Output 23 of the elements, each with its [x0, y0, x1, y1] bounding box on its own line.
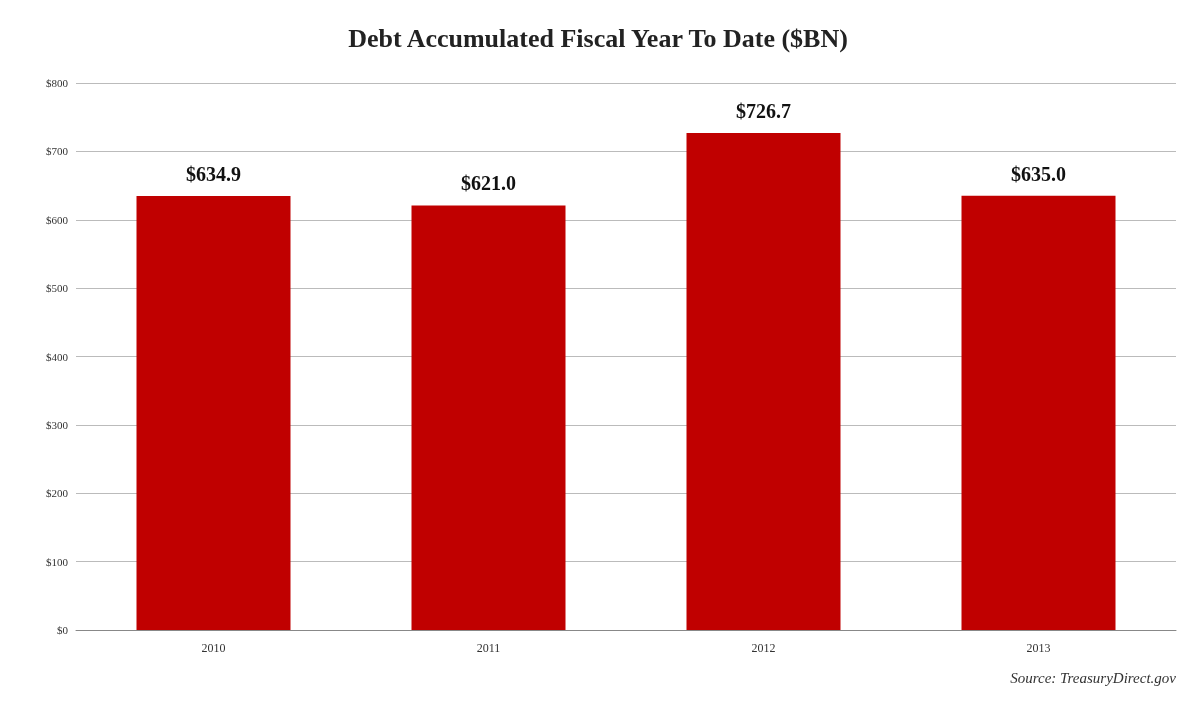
y-tick-label: $600	[46, 213, 69, 226]
data-label: $634.9	[186, 162, 241, 185]
x-tick-label: 2012	[751, 641, 776, 655]
y-tick-label: $100	[46, 555, 69, 568]
data-label: $726.7	[736, 100, 791, 123]
y-tick-label: $400	[46, 350, 69, 363]
y-tick-label: $800	[46, 77, 69, 89]
bar	[686, 133, 841, 630]
bar	[961, 195, 1116, 630]
x-tick-label: 2010	[201, 641, 226, 655]
x-tick-label: 2011	[476, 641, 501, 655]
source-note: Source: TreasuryDirect.gov	[1010, 669, 1177, 686]
data-label: $635.0	[1011, 162, 1066, 185]
y-tick-label: $0	[57, 624, 69, 636]
y-tick-label: $500	[46, 282, 69, 295]
bar	[136, 195, 291, 630]
y-tick-label: $300	[46, 418, 69, 431]
bar	[411, 205, 566, 630]
x-tick-label: 2013	[1026, 641, 1051, 655]
chart-title: Debt Accumulated Fiscal Year To Date ($BN)	[348, 23, 848, 53]
y-tick-label: $700	[46, 145, 69, 158]
data-label: $621.0	[461, 172, 516, 195]
y-tick-label: $200	[46, 487, 69, 500]
